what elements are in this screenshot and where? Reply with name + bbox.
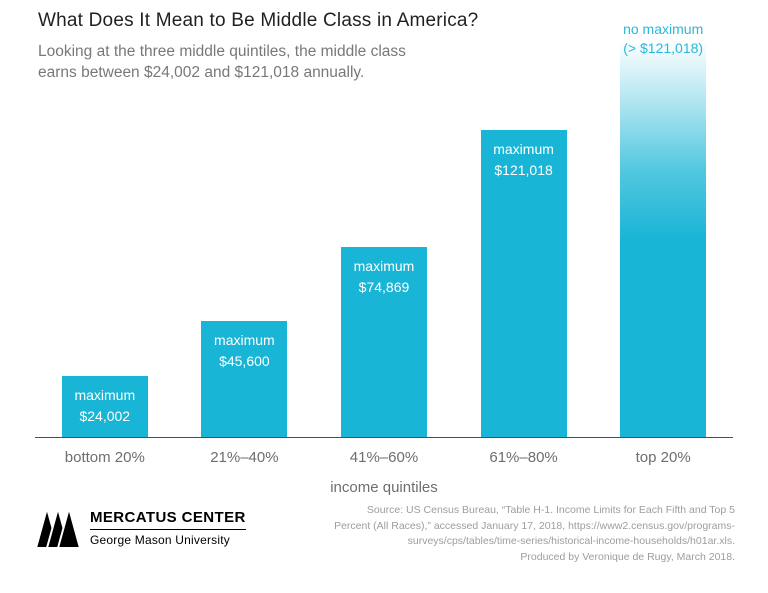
no-maximum-line2: (> $121,018) xyxy=(623,40,704,56)
x-tick-21-40: 21%–40% xyxy=(210,449,279,466)
logo-title: MERCATUS CENTER xyxy=(90,509,246,530)
no-maximum-line1: no maximum xyxy=(623,21,704,37)
chart-title: What Does It Mean to Be Middle Class in … xyxy=(38,10,479,31)
x-tick-top-20: top 20% xyxy=(635,449,691,466)
bar-top-20 xyxy=(620,44,707,437)
bar-column-bottom-20: maximum $24,002 xyxy=(35,42,175,437)
x-axis: bottom 20% 21%–40% 41%–60% 61%–80% top 2… xyxy=(35,437,733,466)
mercatus-logo-text: MERCATUS CENTER George Mason University xyxy=(90,509,246,547)
bar-21-40: maximum $45,600 xyxy=(201,321,288,437)
mercatus-logo: MERCATUS CENTER George Mason University xyxy=(35,507,246,549)
source-line-4: Produced by Veronique de Rugy, March 201… xyxy=(520,550,735,563)
bar-label-maximum: maximum xyxy=(353,258,415,274)
bar-label-value: $74,869 xyxy=(358,279,410,295)
bar-bottom-20: maximum $24,002 xyxy=(61,376,148,437)
bar-label-maximum: maximum xyxy=(493,141,554,157)
bar-label-maximum: maximum xyxy=(214,332,275,348)
source-line-3: surveys/cps/tables/time-series/historica… xyxy=(407,535,735,547)
mercatus-logo-icon xyxy=(35,507,81,549)
source-line-1: Source: US Census Bureau, “Table H-1. In… xyxy=(366,504,735,516)
bar-61-80: maximum $121,018 xyxy=(480,130,567,437)
bar-label-value: $45,600 xyxy=(219,353,270,369)
x-axis-title: income quintiles xyxy=(330,479,438,496)
bar-column-21-40: maximum $45,600 xyxy=(175,42,315,437)
chart-header: What Does It Mean to Be Middle Class in … xyxy=(38,10,478,83)
bar-label-maximum: maximum xyxy=(74,387,136,403)
logo-subtitle: George Mason University xyxy=(90,533,230,547)
x-tick-41-60: 41%–60% xyxy=(349,449,419,466)
bar-chart: maximum $24,002 maximum $45,600 maximum … xyxy=(35,21,733,437)
bar-column-61-80: maximum $121,018 xyxy=(454,42,594,437)
bar-column-top-20: no maximum (> $121,018) xyxy=(593,21,733,437)
source-line-2: Percent (All Races),” accessed January 1… xyxy=(334,519,735,532)
chart-subtitle: Looking at the three middle quintiles, t… xyxy=(38,43,406,81)
bar-41-60: maximum $74,869 xyxy=(340,247,427,437)
bar-label-value: $24,002 xyxy=(79,408,131,424)
no-maximum-label: no maximum (> $121,018) xyxy=(593,20,733,58)
bar-column-41-60: maximum $74,869 xyxy=(314,42,454,437)
x-tick-61-80: 61%–80% xyxy=(489,449,558,466)
x-tick-bottom-20: bottom 20% xyxy=(64,449,145,466)
source-citation: Source: US Census Bureau, “Table H-1. In… xyxy=(334,503,735,565)
bar-label-value: $121,018 xyxy=(494,162,553,178)
